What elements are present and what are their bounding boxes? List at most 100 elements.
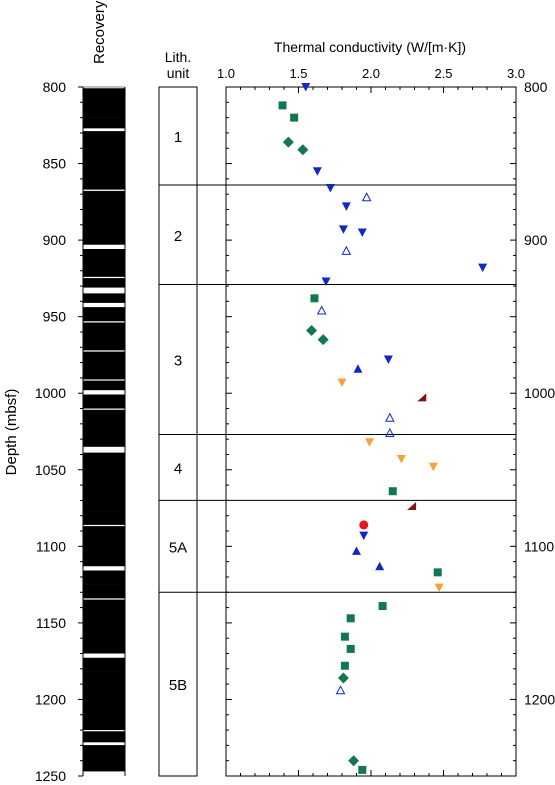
core-block — [83, 380, 125, 391]
x-tick-label: 2.0 — [362, 66, 380, 81]
data-point-diamond — [348, 755, 360, 767]
lith-column-frame — [158, 86, 198, 777]
data-point-triangle-down — [359, 531, 369, 541]
core-block — [83, 570, 125, 585]
core-label: 24R — [97, 413, 111, 422]
data-point-triangle-down — [428, 462, 438, 472]
core-label: 40R — [97, 644, 111, 653]
core-block — [83, 88, 125, 103]
core-label: 42R — [97, 676, 111, 685]
core-block — [83, 613, 125, 630]
data-point-triangle-down — [325, 184, 335, 193]
core-block — [83, 410, 125, 424]
core-label: 14R — [97, 266, 111, 275]
core-block — [83, 131, 125, 147]
data-point-square — [346, 614, 355, 623]
axes: 800 850 900 950 1000 1050 1100 1150 1200 1250 1.0 1… — [35, 66, 555, 784]
core-label: 4R — [99, 119, 109, 128]
data-point-triangle-up-open — [335, 685, 346, 695]
data-point-square — [346, 644, 355, 653]
core-block — [83, 716, 125, 731]
data-point-triangle-down — [396, 455, 406, 464]
core-label: 11R — [97, 223, 111, 232]
core-block — [83, 249, 125, 264]
core-block — [83, 671, 125, 688]
core-label: 27R — [97, 457, 111, 466]
data-point-diamond — [337, 672, 349, 684]
core-block — [83, 497, 125, 512]
core-block — [83, 220, 125, 234]
x-tick-label: 2.5 — [434, 66, 452, 81]
core-block — [83, 365, 125, 380]
left-depth-tick-label: 1000 — [35, 385, 66, 401]
left-depth-tick-label: 900 — [43, 232, 67, 248]
core-label: 21R — [97, 369, 111, 378]
core-label: 6R — [99, 150, 109, 159]
data-markers — [278, 83, 488, 774]
core-block — [83, 629, 125, 643]
data-point-triangle-up — [353, 364, 363, 373]
core-label: 46R — [97, 733, 111, 742]
data-point-diamond — [306, 324, 318, 336]
right-depth-tick-label: 900 — [524, 232, 548, 248]
lith-unit-header-line2: unit — [167, 65, 190, 81]
core-block — [83, 642, 125, 654]
data-point-triangle-down — [383, 355, 393, 365]
core-block — [83, 102, 125, 118]
right-depth-tick-label: 1100 — [524, 538, 554, 554]
y-axis-title: Depth (mbsf) — [3, 389, 20, 476]
core-block — [83, 263, 125, 277]
data-point-circle — [359, 520, 369, 530]
core-block — [83, 204, 125, 221]
data-point-triangle-down — [338, 225, 348, 234]
core-block — [83, 175, 125, 190]
data-point-triangle-down — [312, 167, 322, 176]
core-block — [83, 191, 125, 205]
data-point-triangle-down — [365, 438, 375, 447]
core-block — [83, 700, 125, 717]
core-label: 22R — [97, 382, 111, 391]
core-block — [83, 599, 125, 614]
core-label: 29R — [97, 486, 111, 495]
core-block — [83, 322, 125, 337]
core-label: 13R — [97, 252, 111, 261]
core-block — [83, 307, 125, 322]
core-block — [83, 160, 125, 176]
data-point-diamond — [297, 144, 309, 156]
right-depth-tick-label: 800 — [524, 79, 548, 95]
data-point-triangle-up-open — [316, 305, 327, 315]
left-depth-tick-label: 800 — [43, 79, 67, 95]
core-label: 12R — [97, 235, 111, 244]
core-label: 45R — [97, 719, 111, 728]
core-block — [83, 511, 125, 525]
core-label: 32R — [97, 529, 111, 538]
data-point-triangle-up-open — [341, 245, 352, 255]
core-block — [83, 336, 125, 351]
core-block — [83, 278, 125, 288]
data-point-triangle-up-open — [361, 192, 372, 202]
core-label: 47R — [97, 749, 111, 758]
core-block — [83, 526, 125, 541]
plot-frame — [225, 86, 517, 777]
core-label: 26R — [97, 439, 111, 448]
data-point-triangle-down — [478, 263, 488, 273]
data-point-triangle-up-open — [385, 412, 395, 422]
data-point-triangle-down — [337, 378, 347, 388]
core-label: 23R — [97, 398, 111, 407]
data-point-square — [340, 632, 349, 641]
core-block — [83, 482, 125, 498]
core-block — [83, 293, 125, 303]
data-point-square — [278, 101, 287, 110]
x-tick-label: 1.5 — [289, 66, 307, 81]
core-label: 38R — [97, 617, 111, 626]
data-point-triangle-up-open — [385, 427, 395, 438]
core-label: 36R — [97, 588, 111, 597]
data-point-triangle-down — [301, 83, 311, 92]
right-depth-tick-label: 1000 — [524, 385, 555, 401]
core-block — [83, 540, 125, 556]
data-point-square — [290, 113, 299, 122]
lith-unit-label: 1 — [174, 129, 182, 146]
core-block — [83, 584, 125, 599]
core-label: 41R — [97, 661, 111, 670]
data-point-triangle-down — [341, 202, 351, 211]
